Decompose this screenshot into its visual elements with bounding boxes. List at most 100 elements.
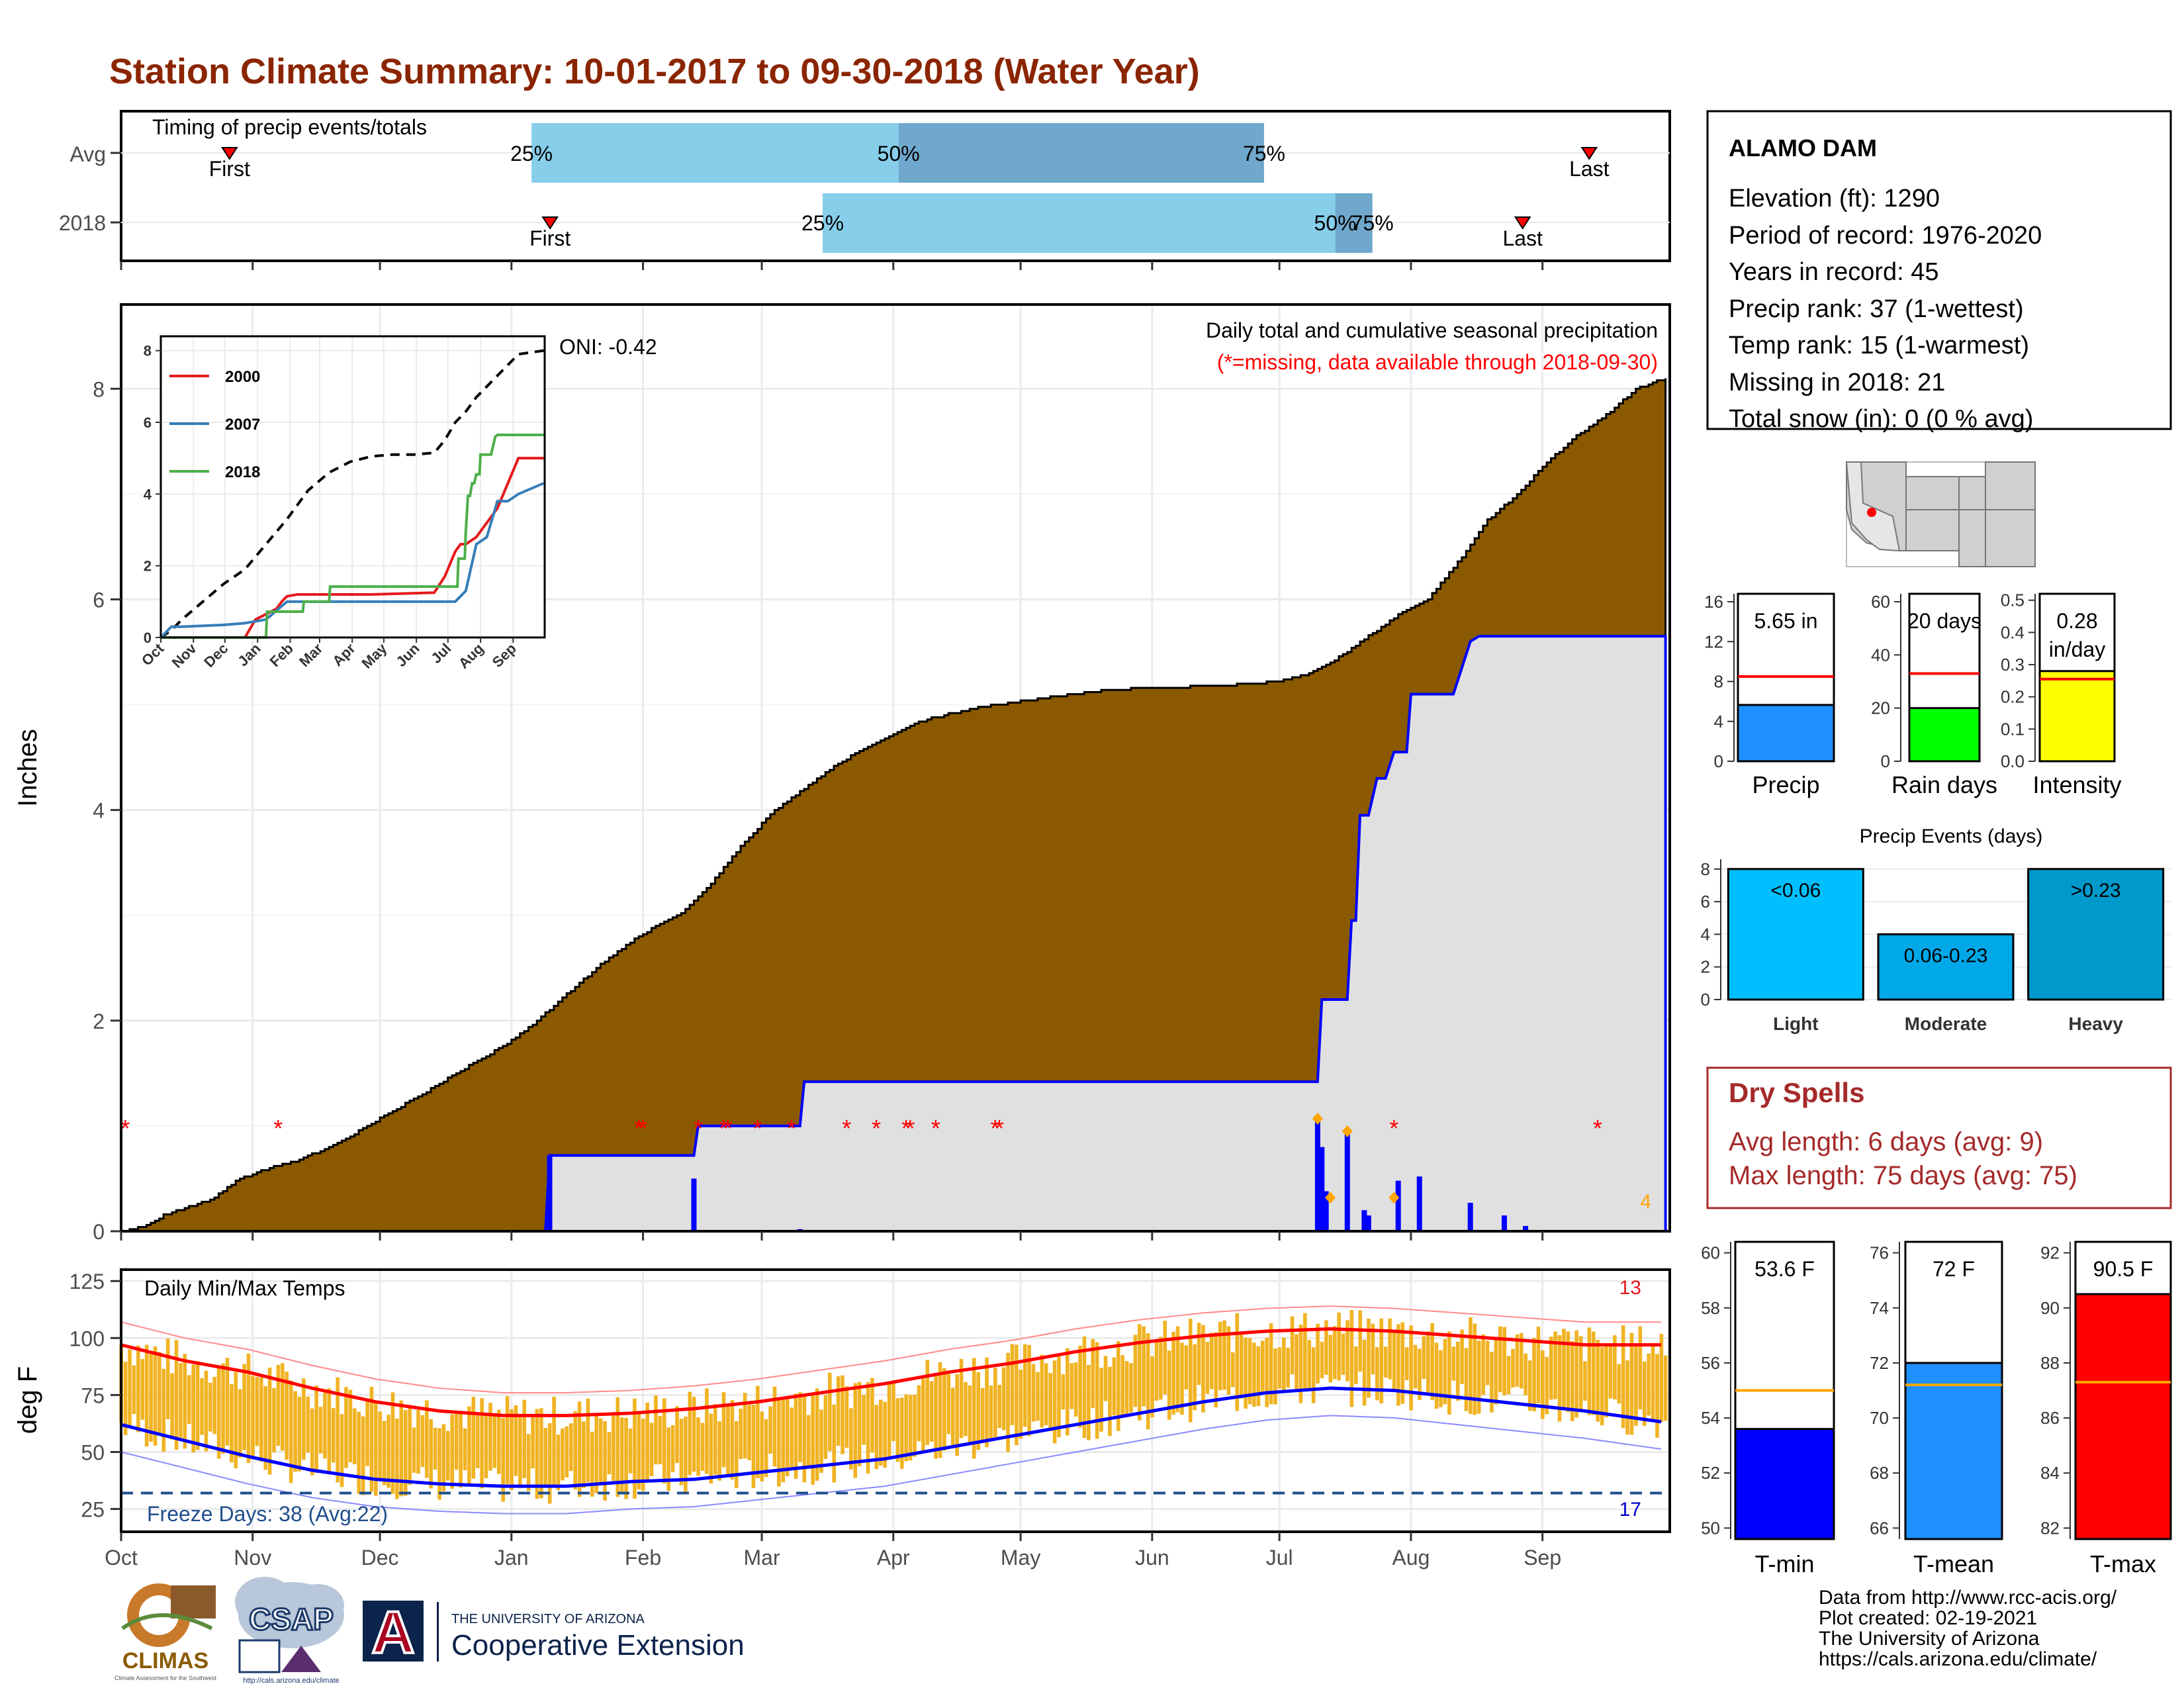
daily-temp-bar xyxy=(191,1364,195,1453)
daily-temp-bar xyxy=(1044,1363,1048,1426)
daily-temp-bar xyxy=(1367,1318,1371,1398)
daily-temp-bar xyxy=(1460,1329,1464,1384)
daily-temp-bar xyxy=(459,1411,463,1488)
daily-temp-bar xyxy=(463,1428,467,1471)
summary-ytick-label: 40 xyxy=(1871,645,1890,665)
summary-value-label: 5.65 in xyxy=(1754,609,1817,633)
daily-temp-bar xyxy=(488,1403,492,1471)
daily-temp-bar xyxy=(132,1365,136,1415)
daily-temp-bar xyxy=(1625,1360,1629,1435)
daily-temp-bar xyxy=(480,1398,484,1489)
timing-last-label: Last xyxy=(1502,226,1543,250)
daily-temp-bar xyxy=(446,1430,450,1481)
daily-temp-bar xyxy=(429,1419,433,1489)
daily-temp-bar xyxy=(1269,1323,1273,1405)
daily-temp-bar xyxy=(1515,1334,1520,1387)
summary-ytick-label: 12 xyxy=(1704,632,1723,651)
ua-large-text: Cooperative Extension xyxy=(451,1629,745,1662)
daily-temp-bar xyxy=(1604,1345,1608,1417)
daily-temp-bar xyxy=(1430,1323,1434,1400)
daily-temp-bar xyxy=(832,1404,837,1483)
daily-temp-bar xyxy=(976,1372,981,1450)
missing-day-marker: * xyxy=(120,1115,130,1142)
daily-temp-bar xyxy=(862,1395,866,1445)
temp-panel: 25 50 75 100 125 Oct Nov Dec Jan Feb Mar Apr May Jun… xyxy=(13,1268,1671,1570)
daily-temp-bar xyxy=(539,1408,543,1499)
daily-temp-bar xyxy=(1129,1363,1133,1413)
daily-temp-bar xyxy=(577,1401,582,1497)
summary-panel-label: T-min xyxy=(1755,1550,1815,1577)
daily-temp-bar xyxy=(1231,1352,1235,1387)
daily-temp-bar xyxy=(612,1415,615,1481)
events-ytick-label: 8 xyxy=(1701,859,1710,879)
temp-ytick-label: 75 xyxy=(81,1383,105,1407)
daily-temp-bar xyxy=(289,1380,293,1483)
daily-precip-bar xyxy=(1314,1120,1320,1231)
daily-temp-bar xyxy=(1282,1337,1286,1391)
daily-temp-bar xyxy=(475,1415,480,1469)
summary-ytick-label: 90 xyxy=(2040,1298,2060,1318)
daily-temp-bar xyxy=(1659,1334,1664,1423)
daily-temp-bar xyxy=(946,1374,951,1434)
daily-temp-bar xyxy=(764,1419,768,1477)
timing-bar-25-50 xyxy=(823,193,1336,253)
dry-spells-max: Max length: 75 days (avg: 75) xyxy=(1729,1161,2077,1190)
summary-ytick-label: 50 xyxy=(1701,1518,1720,1538)
summary-ytick-label: 0.0 xyxy=(2001,751,2025,771)
daily-temp-bar xyxy=(302,1378,306,1460)
daily-temp-bar xyxy=(883,1401,887,1468)
precip-ytick-label: 0 xyxy=(93,1220,105,1244)
daily-temp-bar xyxy=(641,1419,645,1491)
daily-temp-bar xyxy=(416,1409,420,1474)
daily-temp-bar xyxy=(344,1387,348,1468)
daily-temp-bar xyxy=(751,1405,756,1488)
daily-precip-bar xyxy=(1523,1226,1529,1231)
month-label: Feb xyxy=(625,1546,661,1570)
daily-precip-bar xyxy=(1319,1147,1325,1231)
daily-temp-bar xyxy=(1353,1346,1358,1384)
precip-subtitle: Daily total and cumulative seasonal prec… xyxy=(1206,318,1658,342)
daily-temp-bar xyxy=(1647,1353,1651,1416)
daily-temp-bar xyxy=(1019,1370,1023,1439)
daily-temp-bar xyxy=(353,1408,357,1464)
summary-ytick-label: 60 xyxy=(1871,592,1890,612)
daily-temp-bar xyxy=(1066,1348,1069,1436)
daily-temp-bar xyxy=(374,1402,378,1496)
daily-temp-bar xyxy=(849,1408,853,1470)
daily-temp-bar xyxy=(1210,1333,1214,1389)
timing-bar-50-75 xyxy=(898,123,1264,183)
timing-p75-label: 75% xyxy=(1243,142,1285,165)
daily-temp-bar xyxy=(739,1409,743,1459)
month-label: Nov xyxy=(234,1546,271,1570)
daily-temp-bar xyxy=(1617,1364,1621,1404)
daily-temp-bar xyxy=(318,1407,323,1454)
daily-temp-bar xyxy=(281,1363,285,1451)
daily-temp-bar xyxy=(561,1428,565,1481)
daily-temp-bar xyxy=(688,1391,692,1476)
daily-temp-bar xyxy=(1592,1331,1596,1415)
daily-temp-bar xyxy=(310,1408,314,1476)
daily-temp-bar xyxy=(136,1345,140,1432)
daily-temp-bar xyxy=(128,1349,132,1427)
daily-temp-bar xyxy=(997,1384,1002,1429)
inset-ytick-label: 6 xyxy=(144,414,152,431)
missing-day-marker: * xyxy=(872,1115,881,1142)
daily-temp-bar xyxy=(412,1427,416,1473)
daily-temp-bar xyxy=(1290,1316,1295,1375)
daily-temp-bar xyxy=(573,1411,577,1489)
daily-temp-bar xyxy=(980,1387,985,1444)
daily-temp-bar xyxy=(815,1388,819,1481)
daily-temp-bar xyxy=(1629,1333,1634,1435)
daily-temp-bar xyxy=(1349,1309,1354,1407)
summary-ytick-label: 66 xyxy=(1870,1518,1889,1538)
summary-panel-label: T-mean xyxy=(1913,1550,1994,1577)
daily-temp-bar xyxy=(285,1372,289,1460)
daily-temp-bar xyxy=(569,1423,573,1472)
daily-temp-bar xyxy=(607,1432,612,1475)
daily-temp-bar xyxy=(637,1411,641,1489)
summary-ytick-label: 58 xyxy=(1701,1298,1720,1318)
daily-temp-bar xyxy=(870,1378,874,1453)
daily-temp-bar xyxy=(781,1399,786,1483)
daily-temp-bar xyxy=(968,1385,972,1446)
daily-temp-bar xyxy=(1197,1323,1201,1385)
